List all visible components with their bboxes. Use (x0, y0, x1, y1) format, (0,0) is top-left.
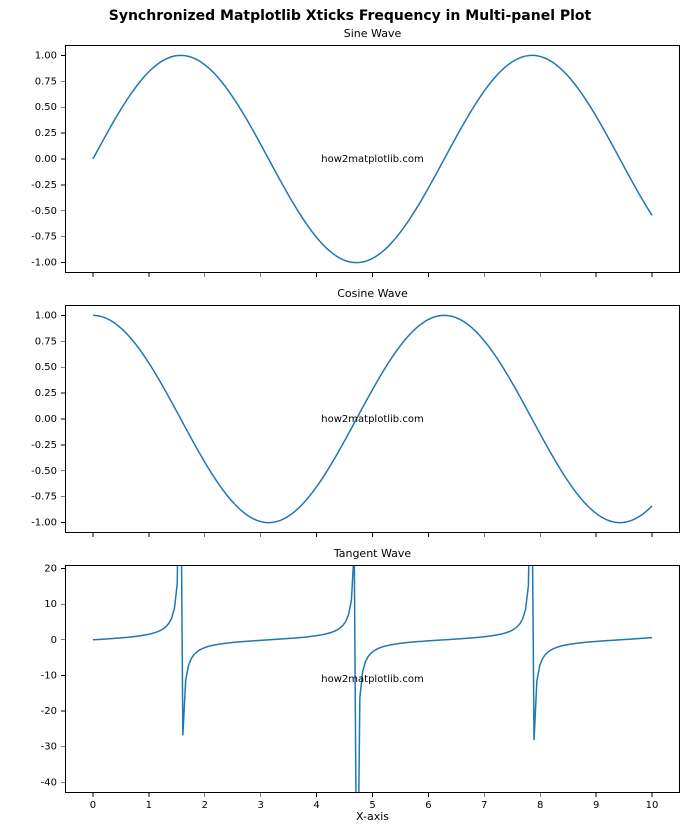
figure: Synchronized Matplotlib Xticks Frequency… (0, 0, 700, 840)
y-tick: -40 (41, 777, 65, 788)
y-tick: 0.50 (35, 102, 65, 113)
y-tick: -30 (41, 742, 65, 753)
panel-title-sine: Sine Wave (65, 27, 680, 40)
svg-text:-0.75: -0.75 (31, 492, 57, 503)
panel-sine: Sine Wave -1.00 -0.75 -0.50 -0.25 0.00 0… (65, 45, 680, 273)
svg-text:0.00: 0.00 (35, 414, 57, 425)
x-tick: 8 (537, 793, 543, 811)
svg-text:-0.50: -0.50 (31, 466, 57, 477)
y-tick: 20 (44, 564, 65, 575)
svg-text:-1.00: -1.00 (31, 518, 57, 529)
y-tick: 10 (44, 599, 65, 610)
y-tick: -10 (41, 670, 65, 681)
y-tick: 1.00 (35, 310, 65, 321)
y-tick: 0.25 (35, 128, 65, 139)
y-tick: 1.00 (35, 50, 65, 61)
y-tick: 0.75 (35, 76, 65, 87)
x-axis (93, 533, 652, 537)
x-axis: 0 1 2 3 4 5 6 7 8 9 (90, 793, 659, 811)
y-axis: -1.00 -0.75 -0.50 -0.25 0.00 0.25 0.50 0… (31, 310, 65, 528)
plot-svg-cosine: -1.00 -0.75 -0.50 -0.25 0.00 0.25 0.50 0… (65, 305, 680, 533)
x-tick: 5 (369, 793, 375, 811)
x-tick: 7 (481, 793, 487, 811)
svg-text:-0.75: -0.75 (31, 232, 57, 243)
x-tick: 6 (425, 793, 431, 811)
svg-text:0.50: 0.50 (35, 102, 57, 113)
y-tick: 0.00 (35, 154, 65, 165)
y-tick: -0.75 (31, 492, 65, 503)
svg-text:-30: -30 (41, 742, 57, 753)
y-tick: 0.00 (35, 414, 65, 425)
y-tick: -20 (41, 706, 65, 717)
svg-text:-20: -20 (41, 706, 57, 717)
y-axis: -40 -30 -20 -10 0 10 20 (41, 564, 65, 789)
y-tick: -0.75 (31, 232, 65, 243)
panel-title-cosine: Cosine Wave (65, 287, 680, 300)
plot-svg-tangent: -40 -30 -20 -10 0 10 20 0 1 2 (65, 565, 680, 793)
x-tick: 1 (146, 793, 152, 811)
svg-text:1.00: 1.00 (35, 310, 57, 321)
svg-text:1.00: 1.00 (35, 50, 57, 61)
x-tick: 4 (313, 793, 319, 811)
y-tick: -1.00 (31, 258, 65, 269)
svg-text:0.75: 0.75 (35, 76, 57, 87)
panel-tangent: Tangent Wave -40 -30 -20 -10 0 10 20 (65, 565, 680, 793)
x-tick: 2 (202, 793, 208, 811)
svg-text:-0.25: -0.25 (31, 180, 57, 191)
panel-title-tangent: Tangent Wave (65, 547, 680, 560)
y-tick: 0.50 (35, 362, 65, 373)
x-tick: 10 (646, 793, 659, 811)
y-tick: -0.25 (31, 180, 65, 191)
svg-text:0.75: 0.75 (35, 336, 57, 347)
x-tick: 3 (257, 793, 263, 811)
watermark-text: how2matplotlib.com (321, 154, 423, 165)
x-tick: 9 (593, 793, 599, 811)
svg-text:-40: -40 (41, 777, 57, 788)
svg-text:-0.50: -0.50 (31, 206, 57, 217)
y-tick: 0.25 (35, 388, 65, 399)
x-axis-label: X-axis (65, 810, 680, 823)
svg-text:20: 20 (44, 564, 57, 575)
watermark-text: how2matplotlib.com (321, 414, 423, 425)
panel-cosine: Cosine Wave -1.00 -0.75 -0.50 -0.25 0.00… (65, 305, 680, 533)
svg-text:0.25: 0.25 (35, 388, 57, 399)
y-tick: 0.75 (35, 336, 65, 347)
y-axis: -1.00 -0.75 -0.50 -0.25 0.00 0.25 0.50 0… (31, 50, 65, 268)
y-tick: -0.50 (31, 206, 65, 217)
y-tick: -0.50 (31, 466, 65, 477)
x-axis (93, 273, 652, 277)
plot-svg-sine: -1.00 -0.75 -0.50 -0.25 0.00 0.25 0.50 0… (65, 45, 680, 273)
watermark-text: how2matplotlib.com (321, 674, 423, 685)
y-tick: -1.00 (31, 518, 65, 529)
svg-text:0: 0 (51, 635, 57, 646)
y-tick: -0.25 (31, 440, 65, 451)
svg-text:-10: -10 (41, 670, 57, 681)
x-tick: 0 (90, 793, 96, 811)
svg-text:-0.25: -0.25 (31, 440, 57, 451)
svg-text:10: 10 (44, 599, 57, 610)
svg-text:0.25: 0.25 (35, 128, 57, 139)
svg-text:0.00: 0.00 (35, 154, 57, 165)
svg-text:0.50: 0.50 (35, 362, 57, 373)
y-tick: 0 (51, 635, 65, 646)
figure-suptitle: Synchronized Matplotlib Xticks Frequency… (0, 8, 700, 24)
svg-text:-1.00: -1.00 (31, 258, 57, 269)
